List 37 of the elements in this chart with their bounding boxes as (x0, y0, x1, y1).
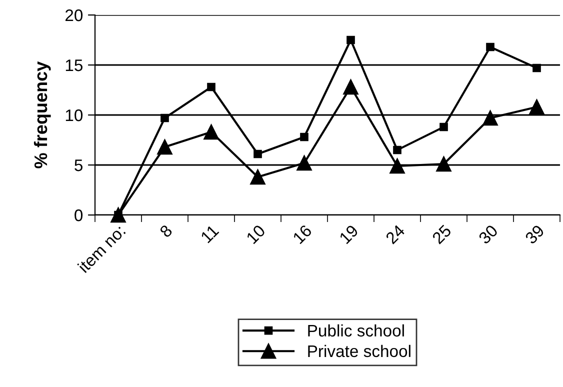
point (300, 132, 308, 142)
x-axis-title: item no: (77, 224, 126, 274)
point (440, 122, 448, 132)
point (343, 79, 358, 95)
y-axis-title: % frequency (34, 61, 51, 168)
point (296, 155, 312, 171)
x-tick-label: 19 (338, 224, 359, 244)
x-tick-label: 8 (159, 224, 173, 238)
point (393, 146, 402, 154)
x-tick-label: 25 (432, 224, 452, 245)
x-tick-label: 11 (200, 224, 220, 244)
y-tick-label: 20 (65, 9, 83, 22)
point (529, 99, 544, 115)
x-tick-label: 24 (385, 224, 406, 244)
point (157, 139, 172, 155)
point (160, 114, 169, 122)
x-tick-label: 10 (246, 224, 266, 244)
y-tick-label: 10 (66, 109, 83, 122)
x-tick-label: 39 (524, 224, 545, 245)
legend-label: Private school (308, 344, 410, 358)
point (346, 36, 355, 44)
point (390, 158, 405, 174)
point (250, 169, 266, 185)
x-tick-label: 16 (292, 224, 312, 244)
point (486, 42, 494, 52)
x-tick-label: 30 (478, 224, 498, 245)
legend-label: Public school (308, 324, 404, 337)
point (436, 156, 452, 172)
point (254, 150, 262, 158)
y-tick-label: 0 (74, 209, 83, 222)
point (482, 110, 498, 126)
point (207, 82, 216, 92)
point (204, 124, 219, 140)
y-tick-label: 5 (74, 160, 82, 172)
point (110, 207, 126, 223)
point (532, 64, 541, 72)
y-tick-label: 15 (66, 60, 82, 72)
